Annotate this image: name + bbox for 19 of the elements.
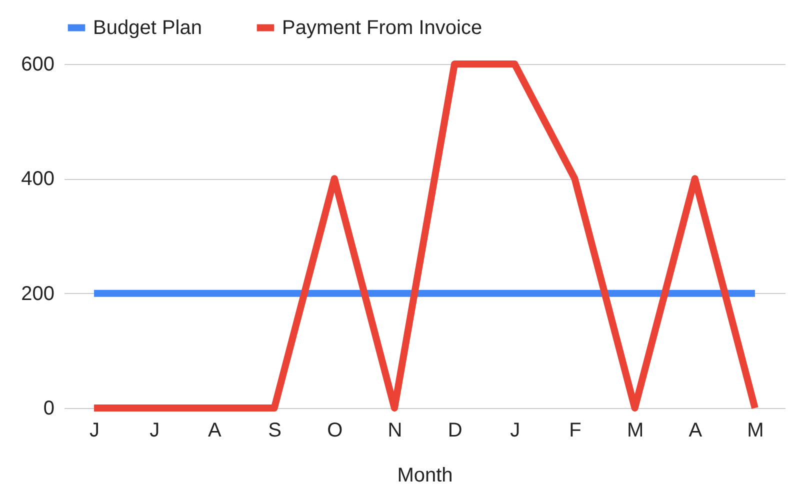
x-tick-label: M (747, 420, 764, 442)
x-tick-label: N (388, 420, 402, 442)
x-tick-label: J (90, 420, 100, 442)
x-tick-label: A (208, 420, 222, 442)
x-tick-label: F (569, 420, 582, 442)
y-tick-label: 600 (21, 54, 54, 76)
x-tick-label: M (626, 420, 644, 442)
legend-label: Budget Plan (93, 16, 202, 39)
x-tick-label: S (268, 420, 282, 442)
y-tick-label: 0 (43, 398, 54, 420)
x-tick-label: J (510, 420, 520, 442)
legend-label: Payment From Invoice (282, 16, 482, 39)
x-tick-label: A (688, 420, 703, 442)
x-tick-label: O (327, 420, 343, 442)
y-tick-label: 400 (21, 168, 54, 190)
x-tick-label: D (448, 420, 462, 442)
y-tick-label: 200 (21, 282, 54, 305)
x-tick-label: J (150, 420, 160, 442)
x-axis-title: Month (397, 464, 453, 486)
